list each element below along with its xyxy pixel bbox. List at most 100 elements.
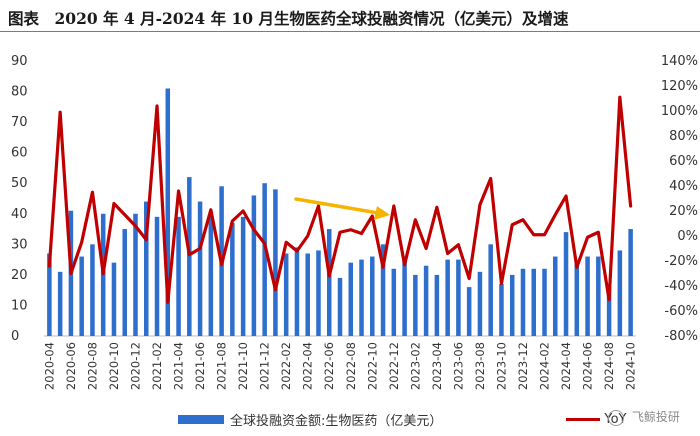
y-right-tick-label: 0% — [677, 229, 698, 244]
bar — [380, 244, 386, 336]
x-tick-label: 2023-08 — [473, 342, 487, 390]
bar — [520, 268, 526, 336]
bar — [531, 268, 537, 336]
x-tick-label: 2020-12 — [128, 342, 142, 390]
chart-legend: 全球投融资金额:生物医药（亿美元） YoY — [178, 410, 627, 429]
y-left-tick-label: 70 — [11, 115, 28, 130]
bar — [348, 262, 354, 336]
bar — [574, 262, 580, 336]
x-tick-label: 2020-10 — [107, 342, 121, 390]
yoy-line — [47, 95, 633, 304]
bar — [294, 247, 300, 336]
x-tick-label: 2021-10 — [236, 342, 250, 390]
y-right-tick-label: 80% — [669, 129, 698, 144]
bar — [47, 253, 52, 336]
x-tick-label: 2022-06 — [322, 342, 336, 390]
x-tick-label: 2020-08 — [85, 342, 99, 390]
x-tick-label: 2024-06 — [581, 342, 595, 390]
annotation-arrow-head — [374, 206, 390, 220]
y-left-tick-label: 50 — [11, 176, 28, 191]
bar — [79, 256, 84, 336]
y-right-tick-label: 40% — [669, 179, 698, 194]
x-tick-label: 2022-08 — [344, 342, 358, 390]
bar — [251, 195, 257, 336]
y-left-tick-label: 0 — [11, 329, 19, 344]
x-tick-label: 2021-06 — [193, 342, 207, 390]
annotation-arrow-shaft — [294, 197, 384, 216]
bar — [230, 222, 235, 336]
y-right-tick-label: 120% — [661, 79, 698, 94]
legend-line-swatch — [566, 418, 601, 421]
bar — [391, 268, 397, 336]
bar — [90, 244, 95, 336]
y-right-tick-label: -20% — [664, 254, 698, 269]
y-right-tick-label: 60% — [669, 154, 698, 169]
y-left-tick-label: 90 — [11, 54, 28, 69]
x-tick-label: 2022-10 — [365, 342, 379, 390]
bar — [326, 229, 332, 336]
y-left-tick-label: 20 — [11, 268, 28, 283]
bar — [273, 189, 278, 336]
bar — [187, 177, 192, 336]
y-right-tick-label: 20% — [669, 204, 698, 219]
x-tick-label: 2022-04 — [301, 342, 315, 390]
bar — [585, 256, 590, 336]
y-left-tick-label: 30 — [11, 237, 28, 252]
x-tick-label: 2023-12 — [516, 342, 530, 390]
x-tick-label: 2021-12 — [258, 342, 272, 390]
y-left-tick-label: 40 — [11, 207, 28, 222]
x-tick-label: 2023-10 — [494, 342, 508, 390]
bar — [509, 274, 515, 336]
bar — [596, 256, 601, 336]
bar — [553, 256, 558, 336]
bar — [542, 268, 547, 336]
y-right-tick-label: -40% — [664, 279, 698, 294]
x-tick-label: 2023-04 — [430, 342, 444, 390]
x-tick-label: 2021-08 — [215, 342, 229, 390]
bar — [122, 229, 127, 336]
legend-bar-label: 全球投融资金额:生物医药（亿美元） — [230, 414, 443, 429]
bar — [628, 229, 633, 336]
watermark-text: 飞鲸投研 — [631, 410, 680, 424]
watermark: 飞鲸投研 — [608, 408, 680, 426]
y-right-tick-label: -60% — [664, 304, 698, 319]
bar — [133, 213, 138, 336]
title-divider — [0, 31, 700, 32]
bar — [402, 256, 407, 336]
bar — [111, 262, 117, 336]
x-tick-label: 2024-10 — [624, 342, 638, 390]
y-right-tick-label: 100% — [661, 104, 698, 119]
y-left-tick-label: 60 — [11, 146, 28, 161]
x-tick-label: 2020-04 — [42, 342, 56, 390]
bar — [165, 88, 171, 336]
bar — [262, 183, 267, 336]
bar — [305, 253, 310, 336]
x-tick-label: 2021-04 — [172, 342, 186, 390]
bar — [57, 271, 63, 336]
bar — [434, 274, 440, 336]
bar — [423, 265, 429, 336]
bar — [617, 250, 623, 336]
x-tick-label: 2024-04 — [559, 342, 573, 390]
bar — [499, 284, 504, 336]
chart-title: 图表 2020 年 4 月-2024 年 10 月生物医药全球投融资情况（亿美元… — [8, 9, 569, 28]
x-tick-label: 2023-06 — [451, 342, 465, 390]
bar — [370, 256, 375, 336]
bar — [197, 201, 203, 336]
bar — [143, 201, 149, 336]
y-left-tick-label: 10 — [11, 298, 28, 313]
bar — [445, 259, 450, 336]
x-tick-label: 2020-06 — [64, 342, 78, 390]
y-right-tick-label: 140% — [661, 54, 698, 69]
bar — [606, 287, 612, 336]
bar — [337, 277, 343, 336]
watermark-logo-icon — [608, 409, 624, 426]
bar — [477, 271, 483, 336]
bar — [563, 232, 569, 336]
x-tick-label: 2022-02 — [279, 342, 293, 390]
bar — [359, 259, 364, 336]
bar — [456, 259, 461, 336]
bar — [154, 216, 160, 336]
x-tick-label: 2024-02 — [538, 342, 552, 390]
